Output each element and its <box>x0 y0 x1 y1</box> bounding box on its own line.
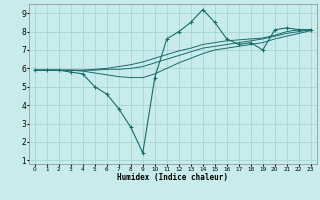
X-axis label: Humidex (Indice chaleur): Humidex (Indice chaleur) <box>117 173 228 182</box>
